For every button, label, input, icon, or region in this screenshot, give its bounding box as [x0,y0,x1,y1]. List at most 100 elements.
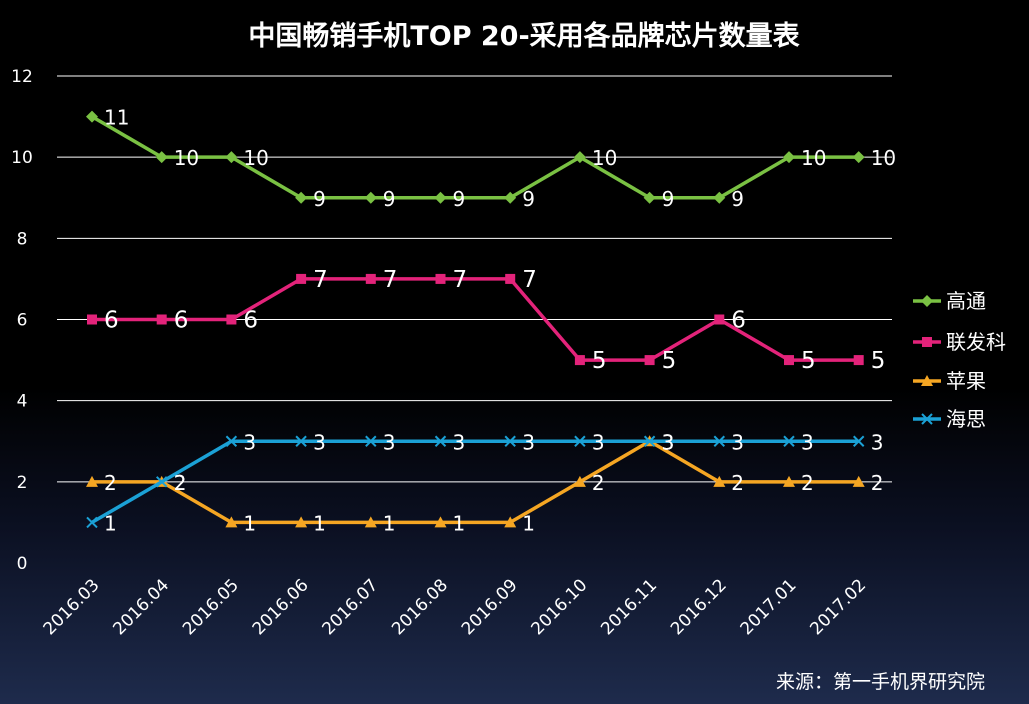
data-label: 9 [731,187,744,211]
series-1-marker [644,355,655,366]
data-label: 1 [522,511,535,535]
data-label: 7 [522,267,537,293]
data-label: 2 [174,471,187,495]
series-0-marker [434,191,447,204]
data-label: 3 [522,430,535,454]
data-label: 6 [174,308,189,334]
data-label: 3 [801,430,814,454]
legend-marker [922,337,932,347]
series-2-marker [364,516,377,528]
series-1-marker [505,273,516,284]
data-label: 3 [313,430,326,454]
x-tick-label: 2016.04 [109,575,173,639]
series-3-marker [713,435,726,447]
series-2-marker [504,516,517,528]
series-1-marker [296,273,307,284]
legend-marker [921,375,933,386]
x-tick-label: 2017.01 [737,575,801,639]
x-tick-label: 2016.11 [597,575,661,639]
series-1-marker [156,314,167,325]
series-0-marker [364,191,377,204]
series-3-marker [225,435,238,447]
data-label: 3 [453,430,466,454]
data-label: 6 [104,308,119,334]
series-1-marker [365,273,376,284]
series-0-marker [783,151,795,164]
series-1-marker [435,273,446,284]
series-2-marker [573,475,586,487]
data-label: 1 [383,511,396,535]
x-axis-ticks: 2016.03 2016.04 2016.05 2016.06 2016.07 2016.… [40,575,871,639]
series-2-marker [852,475,865,487]
data-label: 9 [313,187,326,211]
data-label: 10 [174,146,199,170]
series-2-marker [713,475,726,487]
data-label: 3 [662,430,675,454]
series-1-marker [87,314,97,325]
data-label: 3 [243,430,256,454]
data-label: 6 [731,308,746,334]
series-2-marker [783,475,795,487]
y-tick-label: 6 [17,311,28,331]
series-3-marker [365,435,377,447]
legend-item-1: 联发科 [913,330,1006,354]
data-label: 5 [592,348,607,374]
series-2-marker [434,516,447,528]
legend-marker [921,295,933,307]
legend-label: 苹果 [946,369,986,393]
series-0-marker [295,191,308,204]
data-label: 7 [453,267,468,293]
data-label: 11 [104,106,129,130]
series-3-marker [155,476,168,488]
data-label: 3 [731,430,744,454]
legend-label: 海思 [946,407,986,431]
series-2-marker [86,475,98,487]
data-label: 2 [592,471,605,495]
y-tick-label: 0 [17,554,28,574]
series-1-marker [226,314,237,325]
series-3-marker [434,435,447,447]
series-3-marker [295,435,307,447]
series-0-marker [225,151,238,164]
x-tick-label: 2017.02 [806,575,870,639]
series-3-marker [783,435,795,447]
x-tick-label: 2016.03 [40,575,104,639]
series-line-3 [91,439,859,524]
x-tick-label: 2016.12 [667,575,731,639]
series-1-marker [853,355,864,366]
data-label: 3 [871,430,884,454]
legend-label: 高通 [946,289,986,313]
x-tick-label: 2016.09 [458,575,522,639]
legend-label: 联发科 [946,330,1006,354]
data-label: 6 [243,308,258,334]
series-1-marker [714,314,725,325]
y-tick-label: 10 [11,148,33,168]
series-line-1 [92,277,859,362]
data-label: 3 [383,430,396,454]
series-lines [86,110,865,529]
x-tick-label: 2016.07 [318,575,382,639]
series-0-marker [155,151,168,164]
data-label: 5 [662,348,677,374]
series-0-marker [852,151,865,164]
y-tick-label: 4 [17,392,28,412]
data-label: 2 [104,471,117,495]
series-3-marker [504,435,516,447]
y-tick-label: 2 [17,473,28,493]
data-label: 2 [801,471,814,495]
y-axis-ticks: 0 2 4 6 8 10 12 [11,67,33,574]
data-label: 9 [383,187,396,211]
series-0-marker [573,151,586,164]
series-1-marker [574,355,585,366]
y-tick-label: 8 [17,229,28,249]
series-line-2 [92,439,859,525]
chart-title: 中国畅销手机TOP 20-采用各品牌芯片数量表 [248,20,799,52]
legend-item-2: 苹果 [913,369,986,393]
data-label: 5 [871,348,886,374]
data-label: 3 [662,430,675,454]
data-label: 9 [522,187,535,211]
x-tick-label: 2016.10 [528,575,592,639]
